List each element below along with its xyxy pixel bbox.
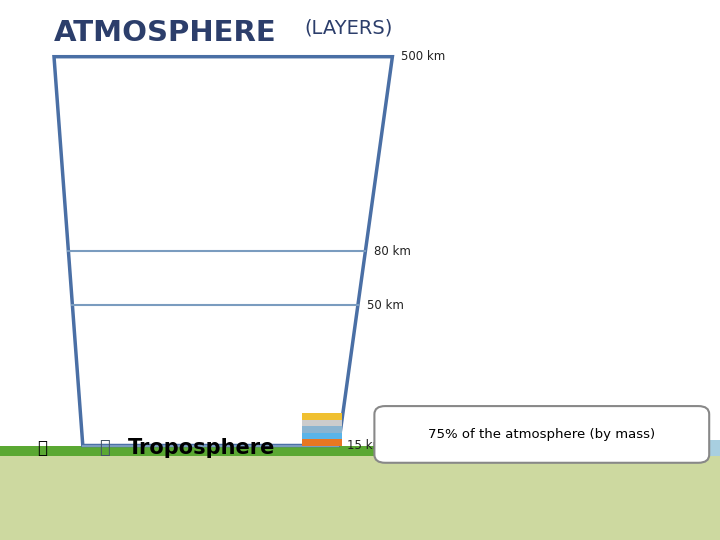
Text: ATMOSPHERE: ATMOSPHERE	[54, 19, 276, 47]
Bar	[302, 426, 342, 433]
Bar	[302, 413, 342, 420]
Text: ⎙: ⎙	[37, 439, 47, 457]
Text: Troposphere: Troposphere	[128, 438, 275, 458]
Text: 500 km: 500 km	[401, 50, 445, 63]
Bar	[302, 433, 342, 439]
Bar	[302, 420, 342, 426]
Bar	[0, 446, 720, 540]
Bar	[302, 439, 342, 446]
Text: 75% of the atmosphere (by mass): 75% of the atmosphere (by mass)	[428, 428, 655, 441]
Text: 80 km: 80 km	[374, 245, 411, 258]
Bar	[0, 446, 720, 456]
Text: (LAYERS): (LAYERS)	[305, 19, 393, 38]
Text: 15 km: 15 km	[347, 439, 384, 452]
Text: 50 km: 50 km	[366, 299, 403, 312]
FancyBboxPatch shape	[374, 406, 709, 463]
Bar	[446, 440, 720, 456]
Polygon shape	[54, 57, 392, 446]
Text: ⛈: ⛈	[99, 439, 109, 457]
